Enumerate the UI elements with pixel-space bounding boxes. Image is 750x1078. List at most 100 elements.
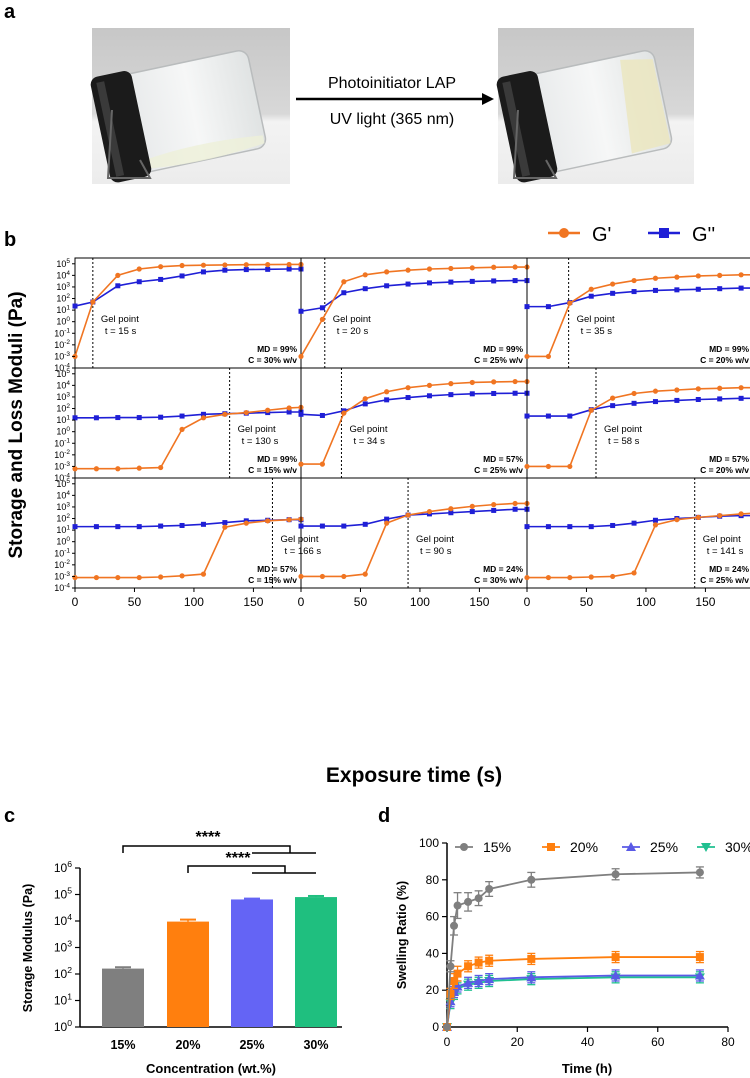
gprime-point: [567, 463, 573, 470]
gdoubleprime-point: [567, 413, 573, 419]
data-point: [446, 962, 455, 971]
x-tick-label: 0: [298, 595, 305, 609]
y-tick-label: 100: [56, 536, 70, 547]
data-point: [450, 921, 459, 930]
md-label: MD = 24%: [483, 564, 523, 574]
gprime-point: [610, 395, 616, 401]
x-tick-label: 30%: [303, 1038, 328, 1052]
series-gprime-line: [300, 266, 527, 357]
gprime-point: [72, 466, 78, 472]
gdoubleprime-point: [512, 278, 518, 284]
storage-modulus-chart: 100 101 102 103 104 105 106 Storage Modulus (Pa…: [21, 829, 342, 1076]
gprime-point: [545, 463, 552, 470]
gdoubleprime-point: [115, 524, 121, 530]
y-tick-label: 102: [56, 403, 70, 414]
gprime-point: [179, 426, 185, 432]
gprime-point: [674, 517, 680, 523]
y-tick-label: 103: [54, 939, 72, 955]
gprime-point: [588, 574, 594, 580]
x-tick-label: 20: [511, 1035, 525, 1049]
gprime-point: [319, 461, 326, 467]
gprime-point: [243, 409, 249, 416]
gdoubleprime-point: [545, 524, 551, 530]
y-tick-label: 102: [54, 965, 72, 981]
gdoubleprime-point: [610, 403, 616, 409]
gdoubleprime-point: [298, 523, 304, 529]
x-tick-label: 150: [469, 595, 489, 609]
y-axis-title: Storage Modulus (Pa): [21, 884, 35, 1012]
gprime-point: [136, 465, 142, 471]
y-tick-label: 100: [56, 316, 70, 327]
gdoubleprime-point: [298, 308, 304, 314]
concentration-label: C = 15% w/v: [248, 465, 297, 475]
y-tick-label: 10-1: [54, 328, 70, 339]
gel-time-label: t = 166 s: [284, 546, 321, 557]
y-tick-label: 10-2: [54, 449, 70, 460]
gdoubleprime-point: [72, 415, 78, 421]
data-point: [474, 958, 483, 967]
gprime-point: [567, 574, 573, 581]
gprime-point: [200, 415, 207, 421]
gdoubleprime-point: [717, 286, 723, 292]
gprime-point: [265, 262, 271, 268]
gdoubleprime-point: [93, 524, 99, 530]
gprime-point: [222, 262, 228, 268]
gdoubleprime-point: [652, 517, 658, 523]
gprime-point: [405, 512, 411, 518]
legend-label-30%: 30%: [725, 839, 750, 855]
gprime-point: [524, 353, 530, 360]
gprime-point: [545, 574, 552, 581]
gdoubleprime-point: [200, 521, 206, 527]
gprime-point: [448, 506, 454, 512]
gel-point-label: Gel point: [604, 424, 642, 435]
gdoubleprime-point: [158, 414, 164, 420]
data-point: [453, 969, 462, 978]
x-tick-label: 0: [72, 595, 79, 609]
gdoubleprime-point: [491, 390, 497, 396]
gprime-point: [426, 508, 433, 515]
x-axis-title: Time (h): [562, 1061, 612, 1076]
gdoubleprime-point: [362, 286, 368, 292]
gprime-point: [243, 520, 249, 526]
bar-15%: [102, 968, 144, 1027]
gdoubleprime-point: [738, 285, 744, 291]
x-tick-label: 100: [636, 595, 656, 609]
gdoubleprime-point: [674, 397, 680, 403]
gdoubleprime-point: [200, 269, 206, 275]
gdoubleprime-point: [286, 409, 292, 415]
gdoubleprime-point: [524, 524, 530, 530]
y-tick-label: 60: [426, 910, 440, 924]
data-point: [484, 974, 495, 984]
gdoubleprime-point: [448, 510, 454, 516]
significance-brackets: ********: [122, 829, 316, 874]
gdoubleprime-point: [72, 303, 78, 309]
gel-time-label: t = 141 s: [707, 546, 744, 557]
gprime-point: [362, 571, 368, 577]
gdoubleprime-point: [448, 392, 454, 398]
y-tick-label: 10-2: [54, 339, 70, 350]
gdoubleprime-point: [158, 523, 164, 529]
gdoubleprime-point: [405, 395, 411, 401]
series-gdoubleprime-line: [300, 392, 527, 417]
gdoubleprime-point: [319, 412, 325, 418]
series-gdoubleprime-line: [74, 268, 301, 307]
gprime-point: [512, 264, 518, 270]
data-point: [463, 977, 474, 987]
gdoubleprime-point: [265, 266, 271, 272]
gprime-point: [298, 353, 304, 360]
y-tick-label: 40: [426, 946, 440, 960]
data-point: [611, 870, 620, 879]
concentration-label: C = 30% w/v: [248, 355, 297, 365]
gdoubleprime-point: [243, 267, 249, 273]
gprime-point: [588, 286, 594, 292]
concentration-label: C = 25% w/v: [474, 465, 523, 475]
gel-point-label: Gel point: [416, 534, 454, 545]
data-point: [446, 989, 455, 998]
gprime-point: [524, 463, 530, 470]
y-axis-title: Storage and Loss Moduli (Pa): [6, 291, 27, 558]
gprime-point: [362, 272, 368, 278]
gprime-point: [738, 385, 744, 391]
gprime-point: [115, 466, 121, 472]
